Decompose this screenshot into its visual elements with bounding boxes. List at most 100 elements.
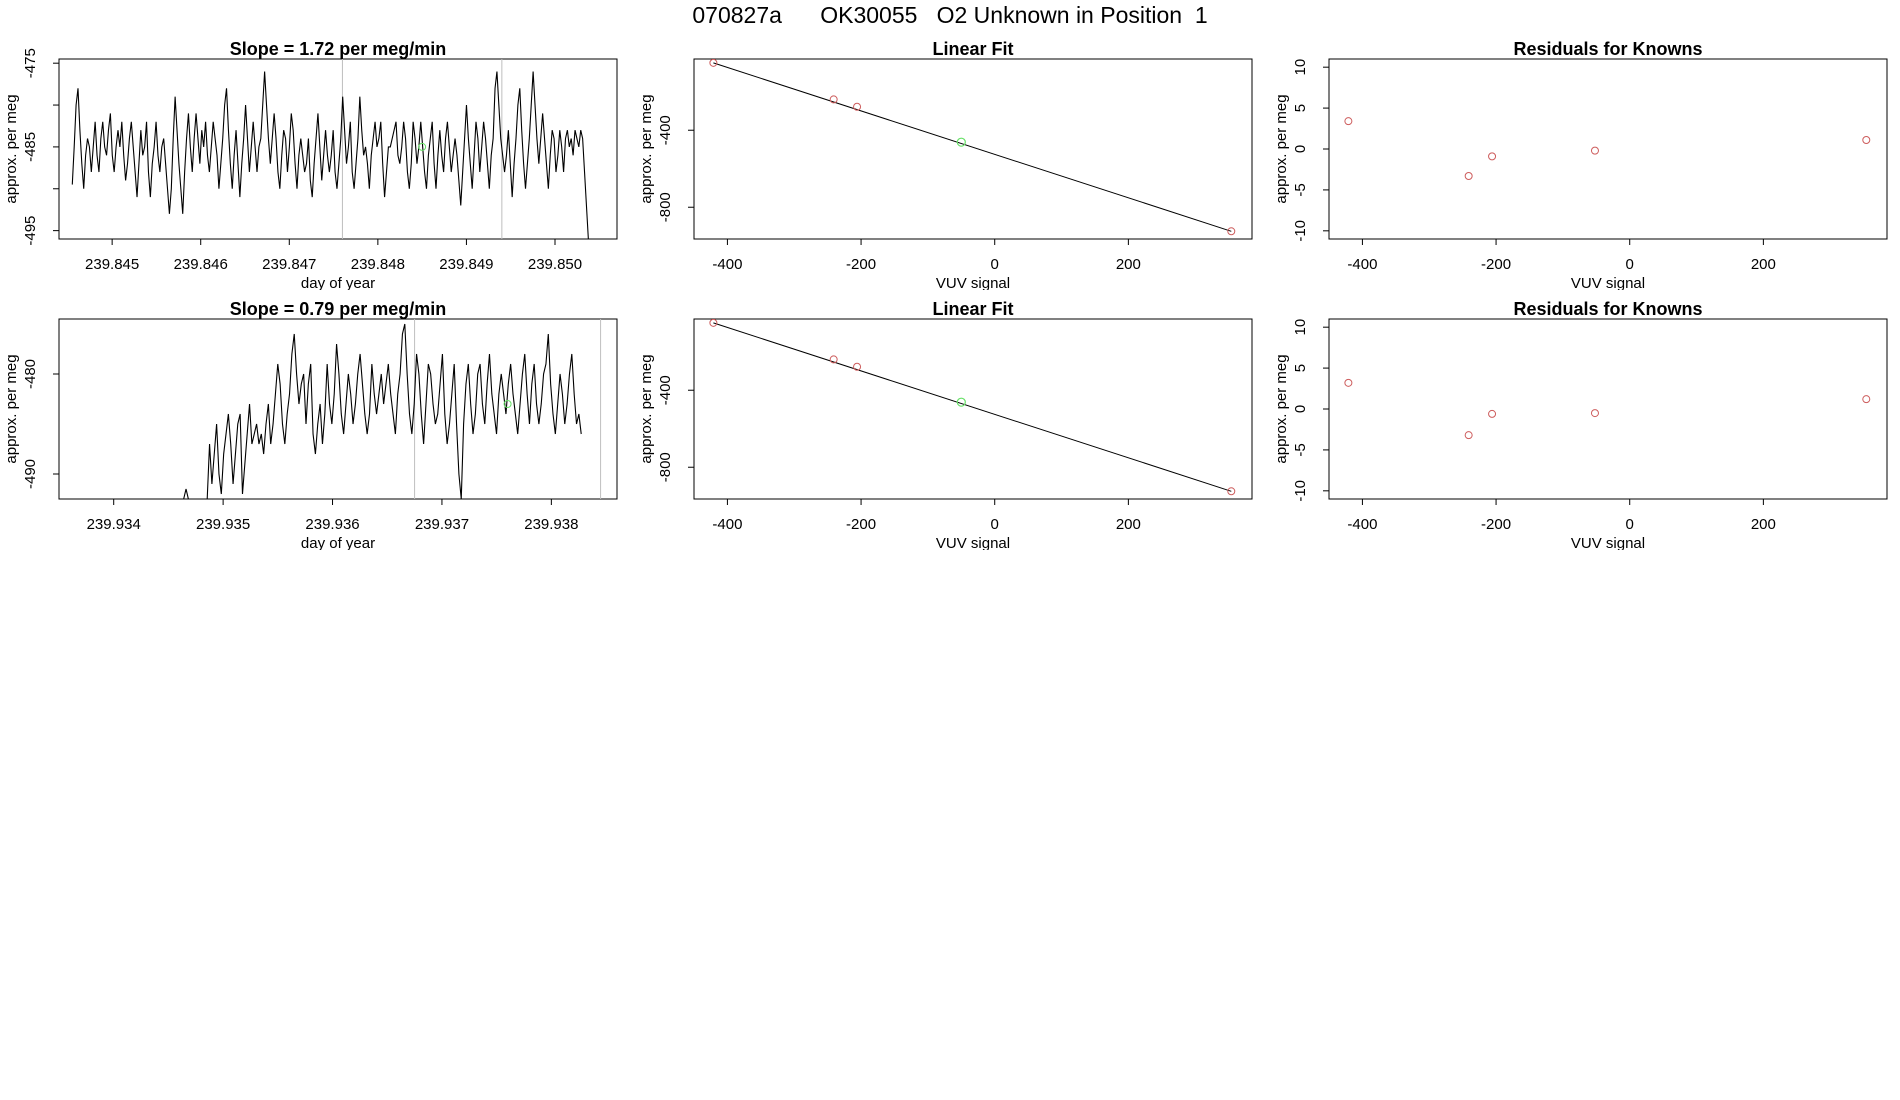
x-tick-label: -200: [1481, 256, 1511, 273]
x-tick-label: 239.938: [524, 516, 578, 533]
y-tick-label: 10: [1292, 59, 1309, 76]
plot-area: [1344, 378, 1871, 440]
y-tick-label: -495: [22, 216, 39, 246]
chart-title: Slope = 1.72 per meg/min: [230, 40, 447, 59]
data-point: [853, 362, 862, 371]
x-tick-label: 0: [1626, 256, 1634, 273]
x-tick-label: 239.850: [528, 256, 582, 273]
x-tick-label: -200: [846, 256, 876, 273]
plot-area: [709, 59, 1236, 236]
y-tick-label: -480: [22, 359, 39, 389]
chart-ts1: Slope = 1.72 per meg/min 239.845 239.846 23…: [3, 39, 618, 292]
data-point: [1464, 172, 1473, 180]
data-point: [853, 102, 862, 111]
residuals-panel-row2: Residuals for Knowns -400 -200 0 200 10 5 0 -5 -1…: [1270, 299, 1900, 552]
chart-fit1: Linear Fit -400 -200 0 200 -400 -800 VUV signal…: [638, 39, 1253, 292]
timeseries-panel-row2: Slope = 0.79 per meg/min 239.934 239.935 23…: [0, 299, 630, 552]
x-tick-label: 239.847: [262, 256, 316, 273]
x-tick-label: 239.934: [87, 516, 141, 533]
y-axis-label: approx. per meg: [3, 354, 20, 463]
y-tick-label: 0: [1292, 405, 1309, 413]
chart-fit2: Linear Fit -400 -200 0 200 -400 -800 VUV signal…: [638, 299, 1253, 552]
y-tick-label: -475: [22, 48, 39, 78]
plot-frame: [693, 58, 1253, 240]
plot-area: [71, 59, 589, 239]
chart-res1: Residuals for Knowns -400 -200 0 200 10 5 0 -5 -1…: [1273, 39, 1888, 292]
data-point: [1344, 378, 1353, 387]
x-tick-label: 0: [991, 516, 999, 533]
y-tick-label: -485: [22, 132, 39, 162]
x-axis-label: day of year: [301, 535, 375, 550]
data-point: [709, 59, 718, 67]
y-tick-label: 0: [1292, 145, 1309, 153]
data-point: [1227, 227, 1236, 236]
x-axis-label: VUV signal: [1571, 275, 1645, 290]
data-point: [1862, 136, 1871, 144]
x-axis-label: day of year: [301, 275, 375, 290]
x-tick-label: 200: [1116, 516, 1141, 533]
data-point: [1590, 409, 1599, 418]
timeseries-panel-row1: Slope = 1.72 per meg/min 239.845 239.846 23…: [0, 39, 630, 292]
x-tick-label: 239.846: [174, 256, 228, 273]
chart-ts2: Slope = 0.79 per meg/min 239.934 239.935 23…: [3, 299, 618, 552]
series-line: [71, 71, 589, 239]
y-tick-label: -400: [657, 115, 674, 145]
chart-title: Residuals for Knowns: [1513, 40, 1702, 59]
plot-frame: [693, 318, 1253, 500]
y-axis-label: approx. per meg: [638, 354, 655, 463]
y-tick-label: -10: [1292, 220, 1309, 242]
plot-area: [1344, 117, 1871, 180]
y-tick-label: 5: [1292, 104, 1309, 112]
y-axis-label: approx. per meg: [1273, 354, 1290, 463]
y-tick-label: -490: [22, 459, 39, 489]
y-axis-label: approx. per meg: [1273, 94, 1290, 203]
linear-fit-panel-row1: Linear Fit -400 -200 0 200 -400 -800 VUV signal…: [635, 39, 1265, 292]
x-tick-label: 239.936: [305, 516, 359, 533]
plot-area: [709, 319, 1236, 496]
chart-title: Linear Fit: [932, 300, 1013, 319]
page-title: 070827a OK30055 O2 Unknown in Position 1: [692, 2, 1208, 28]
x-tick-label: 200: [1116, 256, 1141, 273]
y-tick-label: -800: [657, 192, 674, 222]
data-point: [1862, 395, 1871, 404]
data-point: [829, 95, 838, 104]
plot-area: [59, 319, 602, 499]
y-axis-label: approx. per meg: [638, 94, 655, 203]
plot-frame: [1328, 318, 1888, 500]
data-point: [1488, 409, 1497, 418]
y-tick-label: -400: [657, 375, 674, 405]
data-point: [1488, 152, 1497, 161]
data-point: [1464, 431, 1473, 440]
x-tick-label: 239.935: [196, 516, 250, 533]
data-point: [1227, 487, 1236, 496]
data-point: [709, 319, 718, 327]
data-point: [1590, 146, 1599, 155]
fit-line: [713, 62, 1232, 232]
y-tick-label: 10: [1292, 319, 1309, 336]
chart-title: Linear Fit: [932, 40, 1013, 59]
x-tick-label: -200: [1481, 516, 1511, 533]
x-tick-label: -400: [712, 516, 742, 533]
series-line: [59, 323, 582, 499]
x-tick-label: 239.937: [415, 516, 469, 533]
y-tick-label: -10: [1292, 480, 1309, 502]
plot-frame: [58, 318, 618, 500]
linear-fit-panel-row2: Linear Fit -400 -200 0 200 -400 -800 VUV signal…: [635, 299, 1265, 552]
y-tick-label: -5: [1292, 183, 1309, 196]
chart-res2: Residuals for Knowns -400 -200 0 200 10 5 0 -5 -1…: [1273, 299, 1888, 552]
plot-frame: [1328, 58, 1888, 240]
x-axis-label: VUV signal: [936, 535, 1010, 550]
x-tick-label: 239.848: [351, 256, 405, 273]
chart-title: Residuals for Knowns: [1513, 300, 1702, 319]
x-tick-label: 200: [1751, 516, 1776, 533]
y-tick-label: 5: [1292, 364, 1309, 372]
unknown-point: [956, 397, 966, 407]
x-tick-label: 239.849: [439, 256, 493, 273]
x-tick-label: 0: [1626, 516, 1634, 533]
x-axis-label: VUV signal: [936, 275, 1010, 290]
plot-frame: [58, 58, 618, 240]
x-tick-label: 239.845: [85, 256, 139, 273]
x-axis-label: VUV signal: [1571, 535, 1645, 550]
x-tick-label: 200: [1751, 256, 1776, 273]
fit-line: [713, 322, 1232, 492]
